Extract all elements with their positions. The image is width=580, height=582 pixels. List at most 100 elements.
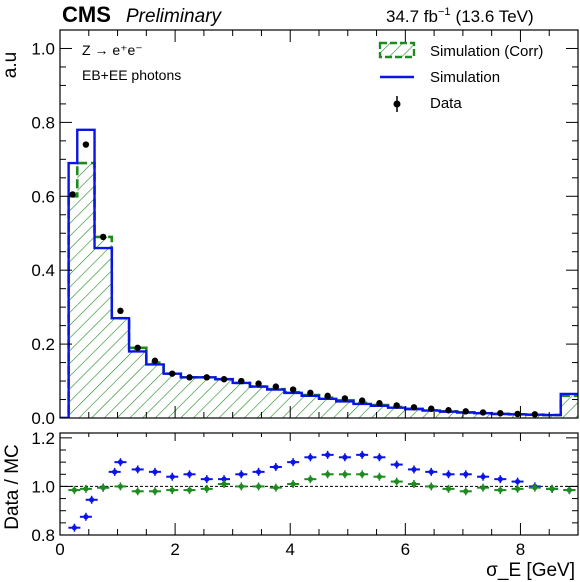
ratio-sim-corr-point — [394, 478, 400, 485]
data-point — [220, 376, 228, 383]
ratio-y-tick-label: 1.0 — [31, 477, 55, 496]
sim-corr-bar — [560, 395, 578, 418]
data-point — [358, 397, 366, 404]
ratio-panel: 0 2 4 6 8 0.8 1.0 1.2 Data / MC σ_E [GeV] — [2, 429, 579, 581]
legend-swatch-data — [393, 100, 401, 108]
sim-corr-bar — [319, 397, 337, 418]
ratio-sim-corr-point — [169, 487, 175, 493]
sim-corr-bar — [301, 395, 319, 418]
data-point — [497, 409, 504, 417]
ratio-sim-corr-point — [411, 481, 417, 487]
ratio-simulation-point — [359, 452, 365, 458]
legend-swatch-sim-corr — [378, 41, 416, 59]
ratio-simulation-point — [394, 461, 400, 468]
selection-annotation: EB+EE photons — [82, 67, 181, 83]
sim-corr-bar — [77, 163, 95, 418]
x-tick-label: 8 — [516, 540, 525, 559]
data-point — [203, 374, 210, 381]
data-point — [410, 404, 418, 411]
ratio-simulation-point — [221, 476, 227, 482]
data-point — [82, 141, 90, 148]
ratio-sim-corr-point — [100, 485, 106, 491]
data-point — [462, 408, 469, 415]
data-point — [238, 377, 245, 385]
main-y-tick-label: 0.0 — [31, 409, 55, 428]
sim-corr-bar — [370, 405, 389, 418]
ratio-sim-corr-point — [428, 483, 434, 490]
data-point — [99, 233, 107, 241]
ratio-simulation-point — [273, 464, 279, 470]
ratio-y-axis-title: Data / MC — [2, 444, 23, 530]
ratio-simulation-point — [325, 452, 331, 458]
data-point — [376, 400, 383, 407]
ratio-simulation-point — [342, 454, 348, 460]
ratio-simulation-point — [186, 471, 193, 477]
data-point — [428, 405, 435, 412]
data-point — [272, 383, 280, 390]
ratio-sim-corr-point — [549, 486, 555, 492]
ratio-sim-corr-point — [290, 481, 296, 487]
ratio-sim-corr-point — [480, 485, 486, 491]
main-y-tick-label: 1.0 — [31, 39, 55, 58]
sim-corr-bar — [336, 400, 354, 418]
sim-corr-bar — [146, 362, 164, 418]
data-point — [289, 386, 297, 393]
sim-corr-bar — [215, 379, 233, 418]
sim-corr-bar — [198, 377, 216, 418]
ratio-sim-corr-point — [135, 488, 141, 494]
sim-corr-bar — [267, 389, 285, 418]
data-point — [307, 389, 314, 397]
ratio-simulation-point — [445, 471, 452, 477]
data-point — [169, 370, 176, 377]
data-point — [341, 395, 349, 402]
sim-corr-bar — [388, 406, 406, 418]
data-point — [514, 410, 521, 418]
preliminary-label: Preliminary — [126, 6, 223, 27]
ratio-simulation-point — [463, 471, 469, 477]
process-annotation: Z → e⁺e⁻ — [82, 42, 143, 58]
ratio-simulation-point — [411, 466, 417, 473]
x-tick-label: 4 — [285, 540, 294, 559]
data-point — [186, 374, 193, 381]
legend: Simulation (Corr) Simulation Data — [378, 41, 543, 112]
data-point — [255, 380, 262, 387]
x-axis-title: σ_E [GeV] — [486, 560, 575, 581]
ratio-simulation-point — [152, 469, 158, 475]
sim-corr-bar — [232, 382, 250, 418]
data-point — [393, 402, 400, 409]
x-tick-label: 6 — [401, 540, 410, 559]
ratio-sim-corr-point — [532, 485, 538, 491]
ratio-sim-corr-point — [71, 487, 77, 493]
ratio-y-tick-label: 0.8 — [31, 526, 55, 545]
ratio-sim-corr-point — [238, 483, 244, 490]
ratio-sim-corr-point — [342, 471, 348, 477]
data-point — [134, 344, 141, 351]
sim-corr-bar — [163, 373, 181, 418]
ratio-simulation-point — [376, 454, 383, 460]
ratio-simulation-point — [428, 469, 434, 475]
sim-corr-bar — [94, 236, 112, 418]
sim-corr-bar — [543, 415, 561, 418]
sim-corr-bar — [111, 318, 130, 418]
main-y-tick-label: 0.6 — [31, 187, 55, 206]
ratio-simulation-point — [204, 476, 210, 482]
x-tick-label: 0 — [55, 540, 64, 559]
data-point — [479, 409, 487, 416]
ratio-simulation-point — [117, 459, 124, 465]
ratio-sim-corr-point — [325, 471, 331, 477]
sim-corr-bar — [284, 392, 302, 418]
main-y-tick-label: 0.2 — [31, 335, 55, 354]
ratio-simulation-point — [238, 471, 244, 477]
ratio-sim-corr-point — [445, 486, 452, 492]
main-y-tick-label: 0.8 — [31, 113, 55, 132]
lumi-value: 34.7 fb — [386, 7, 438, 26]
data-point — [151, 357, 159, 364]
ratio-simulation-point — [89, 497, 95, 503]
sim-corr-bar — [439, 411, 458, 418]
main-y-axis-title: a.u — [0, 52, 21, 78]
sim-corr-bar — [129, 347, 147, 418]
sim-corr-bar — [405, 408, 423, 418]
ratio-simulation-point — [307, 454, 313, 460]
x-tick-label: 2 — [170, 540, 179, 559]
